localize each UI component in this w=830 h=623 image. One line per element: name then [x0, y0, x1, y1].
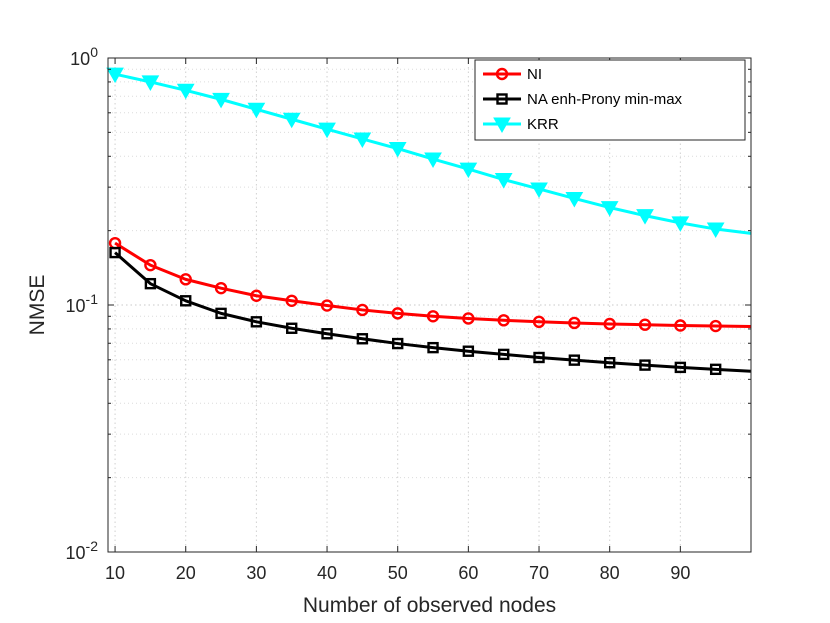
- data-point-2: [600, 201, 619, 217]
- series-layer: [106, 67, 752, 376]
- series-line-0: [114, 241, 752, 329]
- data-point-2: [530, 182, 548, 198]
- data-point-2: [388, 142, 407, 158]
- legend-marker: [493, 117, 511, 134]
- data-point-0: [497, 314, 510, 327]
- data-point-0: [214, 281, 228, 295]
- x-tick-label: 80: [600, 563, 620, 583]
- x-tick-label: 70: [529, 563, 549, 583]
- data-point-2: [706, 222, 725, 239]
- data-point-1: [392, 337, 404, 350]
- x-tick-label: 10: [105, 563, 125, 583]
- x-tick-label: 20: [176, 563, 196, 583]
- data-point-2: [176, 83, 195, 100]
- x-tick-label: 40: [317, 563, 337, 583]
- data-point-1: [427, 341, 439, 354]
- y-tick-label: 100: [70, 44, 98, 69]
- x-tick-label: 30: [246, 563, 266, 583]
- data-point-2: [106, 67, 124, 84]
- y-tick-label: 10-2: [66, 538, 99, 563]
- data-point-1: [180, 295, 192, 307]
- data-point-2: [565, 191, 584, 208]
- data-point-2: [353, 132, 372, 148]
- data-point-0: [250, 289, 263, 302]
- data-point-1: [286, 322, 298, 334]
- legend-label: KRR: [527, 116, 559, 133]
- data-point-0: [391, 307, 404, 320]
- data-point-1: [250, 316, 263, 328]
- x-tick-label: 60: [458, 563, 478, 583]
- data-point-2: [671, 216, 690, 232]
- data-point-2: [636, 209, 654, 225]
- data-point-1: [321, 328, 333, 340]
- data-point-0: [426, 310, 440, 323]
- data-point-2: [494, 173, 513, 189]
- y-tick-label: 10-1: [66, 291, 99, 316]
- data-point-1: [603, 356, 616, 369]
- data-point-0: [709, 319, 722, 333]
- data-point-0: [638, 318, 652, 331]
- data-point-1: [462, 345, 475, 357]
- data-point-0: [674, 319, 687, 332]
- legend-label: NA enh-Prony min-max: [527, 91, 683, 108]
- data-point-2: [212, 92, 230, 109]
- x-tick-label: 90: [670, 563, 690, 583]
- data-point-0: [356, 303, 369, 317]
- x-axis-label: Number of observed nodes: [303, 594, 556, 617]
- data-point-1: [533, 351, 545, 364]
- data-point-1: [109, 246, 121, 259]
- data-point-0: [320, 299, 334, 312]
- y-axis-label: NMSE: [26, 275, 49, 336]
- data-point-1: [674, 361, 687, 374]
- data-point-1: [356, 333, 369, 345]
- tick-layer: 10 20 30 40 50 60 70 80 90 100 10-1 10-2: [66, 44, 751, 583]
- data-point-1: [639, 359, 651, 371]
- data-point-0: [462, 312, 475, 325]
- x-tick-label: 50: [388, 563, 408, 583]
- data-point-1: [568, 354, 581, 366]
- legend-marker: [495, 67, 509, 81]
- data-point-0: [285, 294, 298, 307]
- data-point-0: [144, 258, 157, 272]
- data-point-0: [532, 315, 546, 329]
- data-point-0: [603, 317, 616, 331]
- data-point-2: [424, 152, 442, 169]
- data-point-2: [282, 112, 301, 129]
- data-point-2: [141, 75, 160, 91]
- series-line-1: [114, 251, 752, 373]
- legend-label: NI: [527, 66, 542, 83]
- data-point-2: [247, 102, 266, 119]
- data-point-0: [179, 273, 192, 286]
- data-point-1: [144, 277, 157, 290]
- data-point-1: [497, 348, 510, 361]
- data-point-1: [709, 363, 722, 376]
- data-point-2: [318, 122, 336, 139]
- data-point-2: [459, 162, 478, 179]
- data-point-0: [568, 316, 581, 330]
- legend-marker: [496, 93, 508, 105]
- legend: NI NA enh-Prony min-max KRR: [474, 59, 746, 141]
- data-point-1: [215, 307, 227, 320]
